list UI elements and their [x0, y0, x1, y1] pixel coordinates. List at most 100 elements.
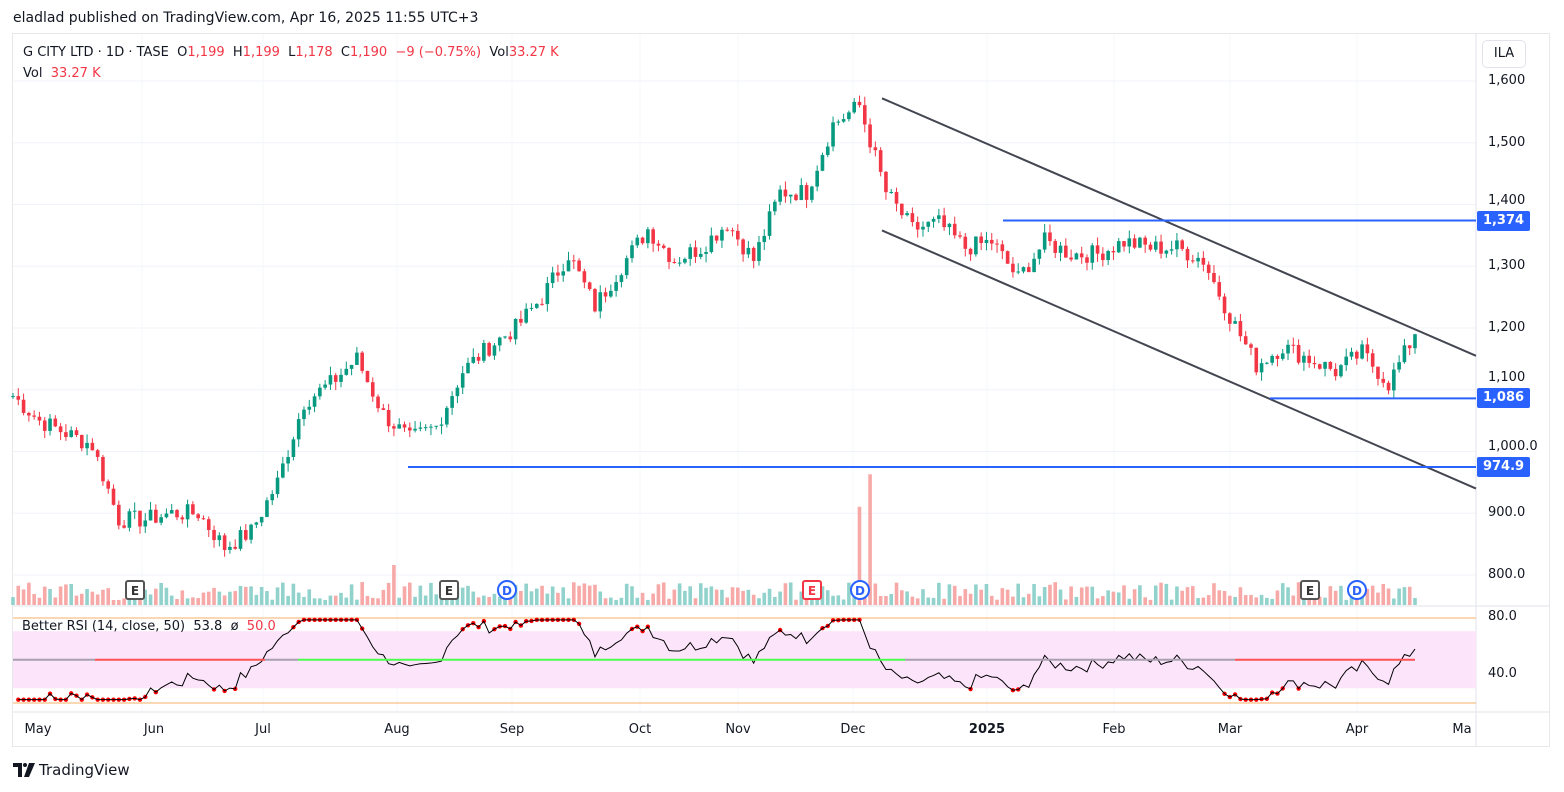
time-tick-label: Nov — [725, 722, 751, 737]
volume-bar — [905, 591, 909, 605]
volume-label[interactable]: Vol — [23, 66, 43, 81]
volume-bar — [720, 589, 724, 605]
volume-bar — [1090, 586, 1095, 605]
earnings-marker[interactable]: E — [802, 580, 822, 600]
candle-body — [159, 517, 163, 523]
candle-body — [963, 236, 968, 249]
volume-bar — [397, 597, 402, 605]
earnings-marker[interactable]: E — [439, 580, 459, 600]
candle-body — [889, 192, 894, 194]
candle-body — [1000, 244, 1005, 252]
volume-bar — [709, 586, 714, 605]
price-tag[interactable]: 1,374 — [1477, 210, 1530, 231]
volume-bar — [561, 587, 566, 605]
volume-bar — [180, 590, 185, 605]
time-tick-label: May — [24, 722, 52, 737]
volume-bar — [32, 593, 36, 605]
candle-body — [958, 235, 962, 237]
tradingview-logo[interactable]: TradingView — [13, 761, 130, 779]
candle-body — [1392, 369, 1396, 391]
candle-body — [291, 439, 296, 458]
candle-body — [1185, 248, 1190, 261]
volume-bar — [963, 589, 968, 605]
candle-body — [1175, 240, 1179, 250]
volume-bar — [534, 588, 539, 605]
candle-body — [122, 525, 126, 528]
candle-body — [677, 262, 682, 264]
candle-body — [609, 290, 613, 297]
candle-body — [1312, 362, 1317, 365]
dividend-marker[interactable]: D — [497, 580, 517, 600]
high-label: H — [232, 45, 243, 60]
volume-bar — [259, 586, 264, 605]
volume-bar — [619, 597, 624, 605]
volume-bar — [429, 582, 433, 605]
volume-bar — [894, 582, 899, 605]
close-label: C — [340, 45, 350, 60]
candle-body — [598, 292, 603, 312]
volume-bar — [683, 590, 687, 605]
volume-bar — [185, 598, 190, 605]
volume-bar — [201, 592, 206, 605]
volume-bar — [1190, 586, 1195, 605]
candle-body — [741, 239, 745, 255]
candle-body — [757, 242, 761, 261]
volume-bar — [1238, 587, 1243, 605]
symbol-name[interactable]: G CITY LTD · 1D · TASE — [23, 45, 169, 60]
candle-body — [968, 248, 973, 255]
candle-body — [487, 343, 491, 356]
rsi-name[interactable]: Better RSI (14, close, 50) — [22, 619, 186, 634]
volume-bar — [831, 595, 835, 605]
candle-body — [693, 247, 698, 257]
candle-body — [974, 236, 978, 255]
volume-bar — [16, 585, 21, 605]
dividend-marker[interactable]: D — [850, 580, 870, 600]
candle-body — [217, 535, 222, 541]
candle-body — [370, 382, 375, 397]
volume-bar — [862, 597, 867, 605]
currency-button[interactable]: ILA — [1482, 40, 1526, 68]
candle-body — [572, 260, 576, 262]
candle-body — [979, 236, 983, 244]
volume-bar — [132, 596, 137, 605]
candle-body — [1048, 232, 1052, 242]
volume-bar — [550, 586, 555, 605]
candle-body — [1053, 241, 1058, 253]
earnings-marker[interactable]: E — [1300, 580, 1320, 600]
candle-body — [296, 419, 301, 440]
candle-body — [32, 415, 36, 417]
candle-body — [1307, 355, 1311, 363]
candle-body — [16, 396, 21, 400]
candle-body — [64, 432, 68, 437]
earnings-marker[interactable]: E — [125, 580, 145, 600]
candle-body — [852, 101, 856, 113]
change-value: −9 (−0.75%) — [395, 45, 482, 60]
volume-bar — [1175, 586, 1179, 605]
candle-body — [550, 272, 555, 284]
dividend-marker[interactable]: D — [1347, 580, 1367, 600]
volume-bar — [402, 586, 407, 605]
candle-body — [360, 352, 364, 371]
volume-bar — [48, 589, 52, 605]
price-tag[interactable]: 1,086 — [1477, 388, 1530, 409]
candle-body — [804, 185, 809, 200]
candle-body — [683, 258, 687, 263]
volume-bar — [159, 582, 163, 605]
candle-body — [1344, 356, 1349, 366]
candle-body — [698, 253, 703, 257]
candle-body — [1058, 245, 1063, 253]
volume-bar — [1037, 596, 1042, 605]
candle-body — [1233, 321, 1237, 324]
candle-body — [281, 463, 285, 478]
candle-body — [1275, 355, 1280, 359]
volume-bar — [677, 583, 682, 605]
chart-frame[interactable] — [12, 33, 1550, 747]
volume-bar — [37, 597, 42, 605]
candle-body — [376, 396, 380, 409]
time-tick-label: Mar — [1217, 722, 1243, 737]
volume-bar — [577, 585, 581, 605]
volume-bar — [889, 594, 894, 605]
price-tag[interactable]: 974.9 — [1477, 456, 1530, 477]
volume-bar — [434, 594, 439, 605]
